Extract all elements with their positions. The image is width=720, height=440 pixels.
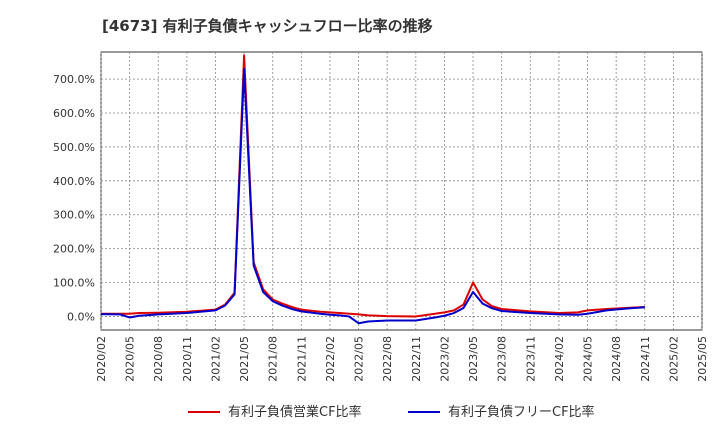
x-tick-label: 2022/11 <box>410 336 423 382</box>
x-tick-label: 2020/08 <box>152 336 165 382</box>
x-tick-label: 2021/02 <box>209 336 222 382</box>
axis-layer: 0.0% 100.0% 200.0% 300.0% 400.0% 500.0% 600.0%… <box>53 73 709 382</box>
x-tick-label: 2024/08 <box>610 336 623 382</box>
x-tick-label: 2023/11 <box>524 336 537 382</box>
x-tick-label: 2022/02 <box>324 336 337 382</box>
legend-label-1: 有利子負債営業CF比率 <box>228 404 362 420</box>
y-tick-label: 100.0% <box>53 277 95 290</box>
x-tick-label: 2025/02 <box>667 336 680 382</box>
x-tick-label: 2024/05 <box>582 336 595 382</box>
legend: 有利子負債営業CF比率 有利子負債フリーCF比率 <box>188 404 595 420</box>
series-line-2 <box>100 67 645 325</box>
grid-layer <box>100 51 703 331</box>
x-tick-label: 2021/08 <box>267 336 280 382</box>
y-tick-label: 200.0% <box>53 243 95 256</box>
x-tick-label: 2022/05 <box>353 336 366 382</box>
x-tick-label: 2020/02 <box>95 336 108 382</box>
y-tick-label: 700.0% <box>53 73 95 86</box>
y-tick-label: 300.0% <box>53 209 95 222</box>
x-tick-label: 2020/05 <box>124 336 137 382</box>
series-line-1 <box>101 54 645 318</box>
series-layer <box>100 54 645 325</box>
y-tick-label: 500.0% <box>53 141 95 154</box>
x-tick-label: 2021/05 <box>238 336 251 382</box>
x-tick-label: 2020/11 <box>181 336 194 382</box>
x-tick-label: 2024/11 <box>639 336 652 382</box>
chart-title: [4673] 有利子負債キャッシュフロー比率の推移 <box>102 17 433 35</box>
y-tick-label: 600.0% <box>53 107 95 120</box>
plot-frame <box>100 51 703 331</box>
x-tick-label: 2024/02 <box>553 336 566 382</box>
x-tick-label: 2022/08 <box>381 336 394 382</box>
x-tick-label: 2021/11 <box>295 336 308 382</box>
y-tick-label: 0.0% <box>67 310 95 323</box>
x-tick-label: 2023/05 <box>467 336 480 382</box>
x-tick-label: 2025/05 <box>696 336 709 382</box>
x-tick-label: 2023/08 <box>496 336 509 382</box>
x-tick-label: 2023/02 <box>438 336 451 382</box>
y-tick-label: 400.0% <box>53 175 95 188</box>
legend-label-2: 有利子負債フリーCF比率 <box>448 404 595 420</box>
